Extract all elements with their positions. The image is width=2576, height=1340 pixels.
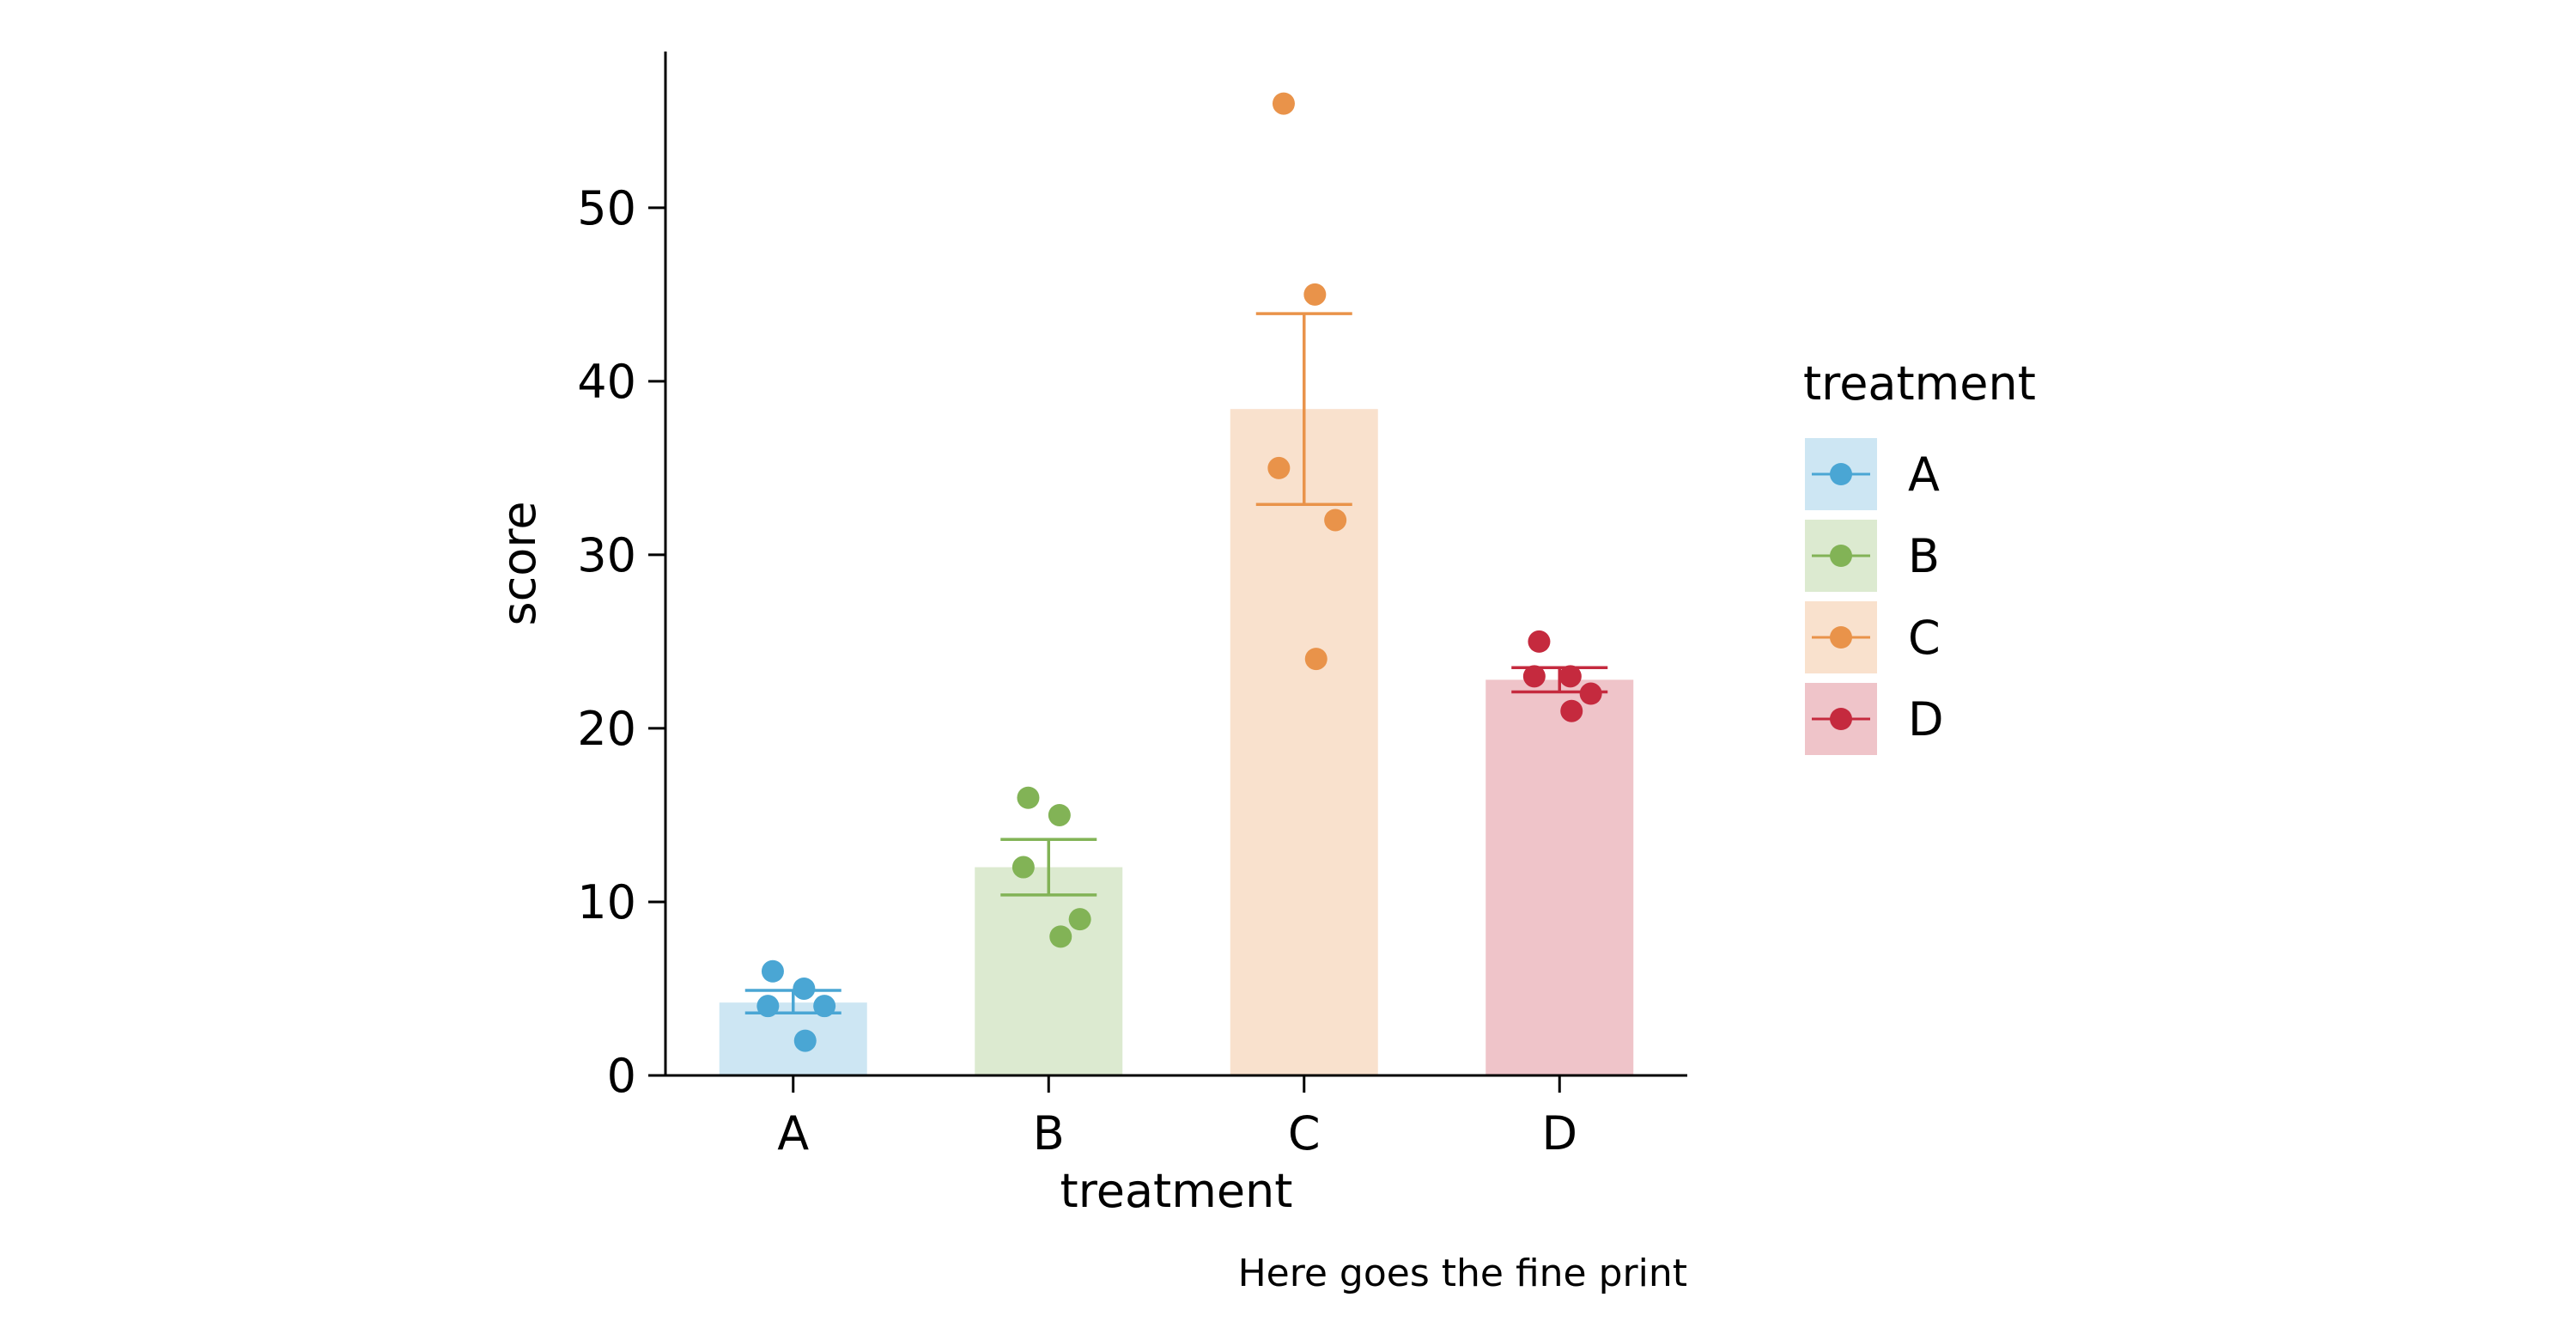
- y-tick-label: 40: [577, 355, 636, 409]
- y-tick-label: 0: [607, 1049, 636, 1103]
- errorbars-layer: [744, 312, 1608, 1015]
- data-point-D: [1560, 699, 1583, 722]
- data-point-C: [1324, 509, 1347, 532]
- data-point-C: [1272, 92, 1295, 115]
- data-point-B: [1068, 908, 1091, 931]
- data-point-B: [1012, 856, 1035, 879]
- x-tick-label: A: [777, 1106, 809, 1160]
- bar-B: [975, 867, 1123, 1075]
- legend-label: B: [1908, 529, 1940, 583]
- y-tick-label: 30: [577, 528, 636, 582]
- data-point-D: [1579, 682, 1602, 705]
- axes-layer: [664, 52, 1687, 1077]
- legend-item-B: B: [1805, 520, 1940, 592]
- legend-title: treatment: [1803, 356, 2036, 411]
- legend-marker: [1830, 545, 1852, 567]
- data-point-A: [813, 995, 836, 1018]
- caption: Here goes the fine print: [1238, 1252, 1687, 1295]
- data-point-A: [793, 1029, 817, 1052]
- data-point-A: [756, 995, 780, 1018]
- legend-label: A: [1908, 448, 1940, 502]
- y-tick-label: 50: [577, 181, 636, 235]
- legend-item-A: A: [1805, 438, 1940, 510]
- points-layer: [756, 92, 1602, 1052]
- legend-marker: [1830, 708, 1852, 730]
- data-point-D: [1522, 665, 1546, 688]
- data-point-D: [1528, 630, 1551, 653]
- data-point-A: [761, 959, 784, 983]
- data-point-B: [1048, 803, 1071, 826]
- error-bar-C: [1255, 312, 1352, 507]
- y-ticks: 0 10 20 30 40 50: [577, 181, 665, 1103]
- x-ticks: A B C D: [777, 1075, 1577, 1160]
- legend-label: D: [1908, 692, 1944, 746]
- bar-A: [719, 1002, 867, 1075]
- legend-label: C: [1908, 611, 1941, 665]
- bar-D: [1485, 679, 1634, 1075]
- y-axis-title: score: [492, 501, 546, 625]
- bar-C: [1230, 409, 1378, 1075]
- x-tick-label: B: [1033, 1106, 1065, 1160]
- y-tick-label: 10: [577, 875, 636, 929]
- y-tick-label: 20: [577, 702, 636, 756]
- legend-marker: [1830, 463, 1852, 485]
- x-tick-label: D: [1541, 1106, 1577, 1160]
- data-point-C: [1304, 648, 1327, 671]
- data-point-C: [1267, 456, 1291, 479]
- x-axis-title: treatment: [1060, 1164, 1293, 1218]
- error-bar-B: [1000, 838, 1097, 897]
- legend-marker: [1830, 626, 1852, 649]
- x-tick-label: C: [1288, 1106, 1321, 1160]
- data-point-A: [793, 977, 816, 1000]
- bars-layer: [719, 409, 1634, 1075]
- legend-item-C: C: [1805, 601, 1941, 673]
- data-point-D: [1558, 665, 1582, 688]
- data-point-C: [1303, 283, 1327, 306]
- legend-item-D: D: [1805, 683, 1944, 755]
- data-point-B: [1017, 786, 1040, 809]
- data-point-B: [1049, 925, 1072, 948]
